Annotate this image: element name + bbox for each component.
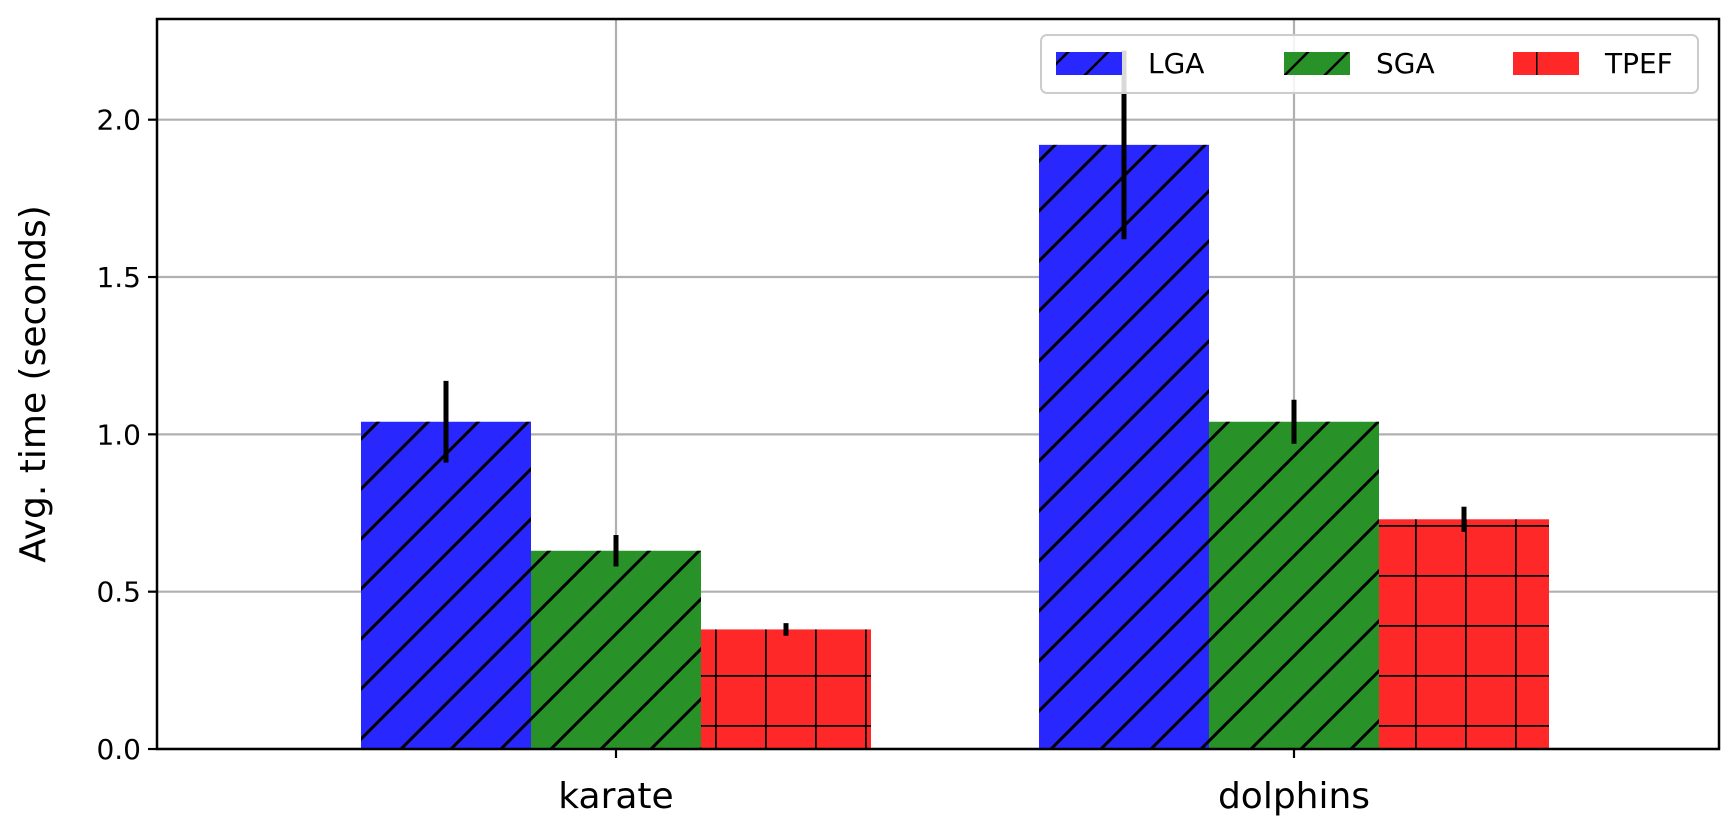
legend: LGA SGA TPEF: [1040, 34, 1699, 94]
bar-hatch-sga: [1209, 421, 1379, 749]
y-tick-label: 2.0: [96, 104, 141, 137]
legend-label-sga: SGA: [1376, 47, 1435, 80]
y-tick-label: 0.0: [96, 733, 141, 766]
legend-swatch-hatch-sga: [1284, 52, 1350, 75]
bar-hatch-tpef: [701, 629, 871, 749]
legend-label-lga: LGA: [1148, 47, 1204, 80]
bars: [361, 144, 1549, 750]
legend-swatch-hatch-tpef: [1513, 52, 1579, 75]
y-axis-label: Avg. time (seconds): [13, 205, 54, 563]
bar-hatch-lga: [361, 421, 531, 749]
plot-frame: [155, 17, 1721, 751]
y-tick-label: 0.5: [96, 576, 141, 609]
legend-swatch-hatch-lga: [1056, 52, 1122, 75]
bar-hatch-sga: [531, 550, 701, 749]
y-tick-label: 1.0: [96, 418, 141, 451]
x-tick-label: dolphins: [1218, 776, 1370, 817]
axes: 0.0 0.5 1.0 1.5 2.0 karate dolphins: [96, 104, 1370, 817]
y-tick-label: 1.5: [96, 261, 141, 294]
legend-label-tpef: TPEF: [1604, 47, 1673, 80]
bar-hatch-lga: [1039, 144, 1209, 750]
legend-box: [1040, 34, 1699, 94]
bar-hatch-tpef: [1379, 519, 1549, 749]
x-tick-label: karate: [558, 776, 673, 817]
